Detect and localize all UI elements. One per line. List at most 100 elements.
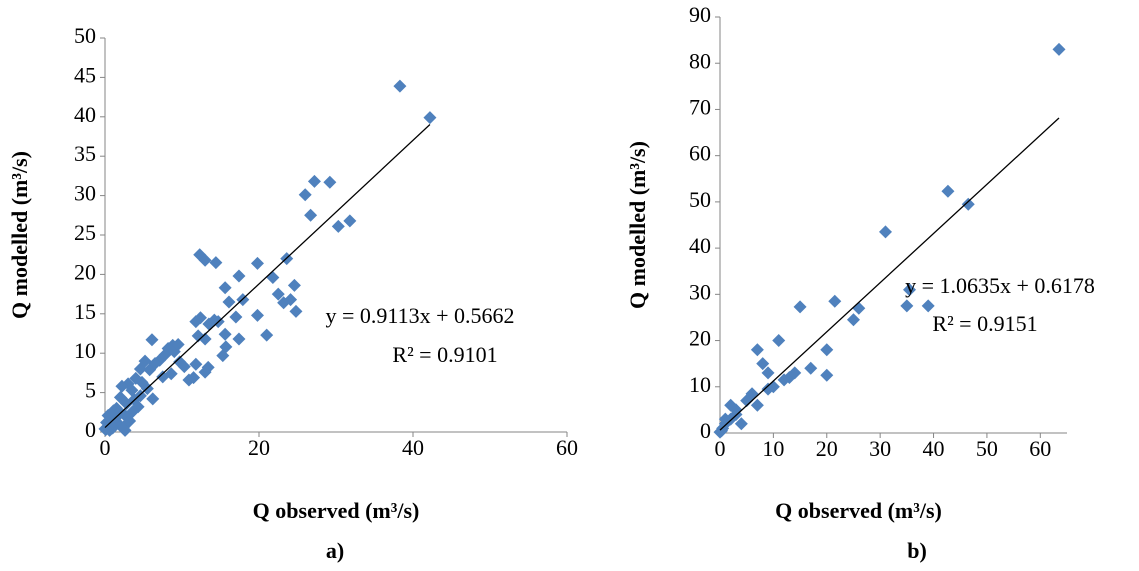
y-tick-label: 30 [689,279,711,304]
scatter-point [852,301,866,315]
trendline [719,117,1060,431]
scatter-point [941,184,955,198]
y-tick-label: 50 [689,187,711,212]
scatter-point [740,394,754,408]
scatter-point [961,197,975,211]
y-tick-label: 10 [689,372,711,397]
scatter-point [423,111,437,125]
scatter-point [187,371,201,385]
scatter-point [171,338,185,352]
y-tick-label: 25 [74,220,96,245]
scatter-point [177,360,191,374]
scatter-point [232,332,246,346]
x-tick-label: 40 [923,436,945,461]
y-tick-label: 20 [689,326,711,351]
y-tick-label: 90 [689,2,711,27]
scatter-point [126,405,140,419]
scatter-point [229,310,243,324]
scatter-point [820,343,834,357]
scatter-point [219,340,233,354]
scatter-point [115,379,129,393]
y-tick-label: 10 [74,338,96,363]
x-tick-label: 0 [715,436,726,461]
y-tick-label: 40 [74,102,96,127]
y-axis-title: Q modelled (m³/s) [7,151,32,319]
y-tick-label: 15 [74,299,96,324]
scatter-point [289,304,303,318]
trendline [104,124,431,429]
scatter-point [1052,42,1066,56]
scatter-point [250,256,264,270]
scatter-point [788,366,802,380]
x-tick-label: 40 [402,435,424,460]
x-tick-label: 10 [762,436,784,461]
scatter-point [266,271,280,285]
y-tick-label: 0 [85,417,96,442]
scatter-point [772,334,786,348]
scatter-point [828,294,842,308]
scatter-point [846,313,860,327]
x-tick-label: 50 [976,436,998,461]
panel-label: a) [326,538,344,563]
y-tick-label: 20 [74,259,96,284]
x-tick-label: 20 [248,435,270,460]
y-tick-label: 80 [689,48,711,73]
scatter-point [804,361,818,375]
scatter-point [121,377,135,391]
annotation: y = 1.0635x + 0.6178 [905,273,1095,298]
scatter-point [189,357,203,371]
scatter-point [209,256,223,270]
scatter-point [145,333,159,347]
scatter-point [298,188,312,202]
scatter-point [750,343,764,357]
x-tick-label: 60 [556,435,578,460]
x-tick-label: 30 [869,436,891,461]
panel-label: b) [907,538,927,563]
scatter-point [713,425,727,439]
scatter-point [331,219,345,233]
y-tick-label: 60 [689,141,711,166]
scatter-point [903,283,917,297]
scatter-point [304,208,318,222]
scatter-point [198,332,212,346]
scatter-point [343,214,357,228]
annotation: R² = 0.9151 [932,311,1037,336]
x-tick-label: 20 [816,436,838,461]
scatter-point [113,390,127,404]
scatter-point [900,299,914,313]
scatter-point [260,328,274,342]
y-tick-label: 5 [85,378,96,403]
scatter-point [750,398,764,412]
scatter-point [734,417,748,431]
scatter-point [118,423,132,437]
y-tick-label: 50 [74,23,96,48]
scatter-point [761,382,775,396]
scatter-point [164,367,178,381]
scatter-point [133,362,147,376]
scatter-point [201,360,215,374]
scatter-point [113,405,127,419]
scatter-point [724,398,738,412]
scatter-point [287,278,301,292]
scatter-point [146,392,160,406]
scatter-point [393,79,407,93]
scatter-point [148,356,162,370]
x-tick-label: 60 [1029,436,1051,461]
scatter-point [250,308,264,322]
scatter-point [761,366,775,380]
scatter-point [777,373,791,387]
scatter-point [793,300,807,314]
y-tick-label: 45 [74,62,96,87]
annotation: R² = 0.9101 [392,342,497,367]
scatter-point [232,269,246,283]
scatter-point [323,175,337,189]
scatter-point [193,311,207,325]
scatter-point [218,327,232,341]
scatter-point [271,287,285,301]
x-tick-label: 0 [100,435,111,460]
scatter-point [198,253,212,267]
y-tick-label: 40 [689,233,711,258]
y-tick-label: 35 [74,141,96,166]
